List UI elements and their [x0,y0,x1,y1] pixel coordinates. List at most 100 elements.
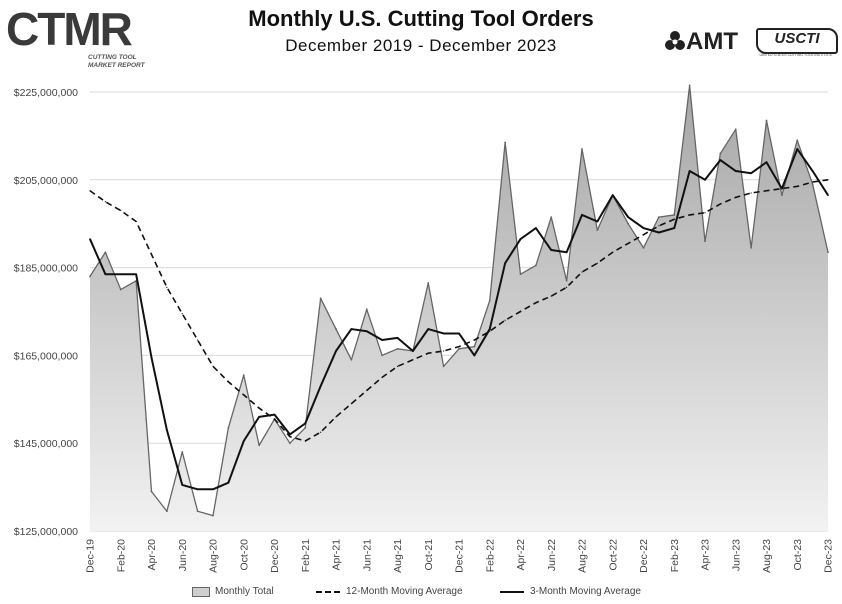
y-tick-label: $185,000,000 [14,263,78,275]
12-month-ma-point [796,185,798,187]
x-tick-label: Apr-23 [700,539,712,571]
3-month-ma-point [688,170,691,172]
3-month-ma-point [150,356,153,359]
3-month-ma-point [242,440,245,442]
x-tick-label: Jun-21 [361,539,373,571]
12-month-ma-point [473,339,475,341]
3-month-ma-point [565,251,568,254]
x-tick-label: Oct-21 [423,539,435,571]
12-month-ma-point [627,242,629,245]
3-month-ma-point [581,214,583,216]
amt-logo-icon [665,31,685,50]
12-month-ma-point [135,220,137,223]
3-month-ma-point [258,416,260,418]
3-month-ma-point [781,187,783,190]
monthly-total-point [242,374,245,377]
12-month-ma-point [612,251,614,253]
x-tick-label: Feb-22 [484,539,496,572]
monthly-total-point [381,354,384,357]
x-tick-label: Dec-21 [454,539,466,573]
3-month-ma-point [89,238,91,240]
monthly-total-point [427,282,430,284]
3-month-ma-point [750,172,752,175]
12-month-ma-point [181,313,183,315]
3-month-ma-point [381,339,383,341]
ctmr-logo: CTMR CUTTING TOOL MARKET REPORT [6,4,156,76]
12-month-ma-point [366,389,368,392]
12-month-ma-point [335,416,337,418]
3-month-ma-point [827,194,829,196]
3-month-ma-point [166,429,168,431]
monthly-total-point [596,229,599,232]
monthly-total-point [365,308,368,311]
legend-swatch-12-month-ma [316,590,340,593]
monthly-total-point [504,141,507,144]
3-month-ma-point [196,488,199,491]
3-month-ma-point [350,328,353,330]
ctmr-logo-subtext: CUTTING TOOL MARKET REPORT [88,54,145,69]
monthly-total-point [673,214,676,216]
12-month-ma-point [550,295,552,297]
monthly-total-point [581,148,583,150]
monthly-total-area-layer [89,84,829,532]
amt-logo-text: AMT [686,28,738,55]
12-month-ma-point [596,262,598,264]
3-month-ma-point [550,249,553,251]
x-tick-label: Dec-20 [269,539,281,573]
x-tick-label: Oct-23 [792,539,804,571]
chart-legend: Monthly Total 12-Month Moving Average 3-… [0,586,842,602]
12-month-ma-point [535,302,537,304]
usc-logo-text: USCTI [756,28,838,54]
monthly-total-point [811,183,814,186]
3-month-ma-point [458,332,460,335]
x-tick-label: Jun-23 [730,539,742,571]
legend-item-12-month-ma: 12-Month Moving Average [316,586,463,597]
12-month-ma-point [458,346,460,348]
3-month-ma-point [119,273,122,275]
x-tick-label: Apr-22 [515,539,527,571]
monthly-total-point [119,288,122,291]
3-month-ma-point [734,170,737,172]
chart-subtitle: December 2019 - December 2023 [285,36,557,55]
ctmr-logo-text: CTMR [6,3,133,55]
legend-label-12-month-ma: 12-Month Moving Average [346,586,463,597]
monthly-total-point [627,222,630,225]
12-month-ma-point [689,214,691,216]
x-tick-label: Dec-22 [638,539,650,573]
monthly-total-point [488,299,491,302]
3-month-ma-point [596,220,599,223]
3-month-ma-point [658,231,660,234]
3-month-ma-point [181,484,184,486]
3-month-ma-point [811,170,814,172]
monthly-total-point [396,347,399,350]
12-month-ma-point [381,376,383,378]
12-month-ma-point [350,403,352,405]
moving-average-lines [89,148,829,491]
3-month-ma-point [504,262,506,265]
12-month-ma-point [89,190,91,192]
12-month-ma-point [273,418,276,420]
12-month-ma-point [504,319,506,321]
3-month-ma-point [304,422,307,425]
12-month-ma-point [735,196,737,198]
chart-title: Monthly U.S. Cutting Tool Orders [248,6,594,31]
12-month-ma-point [120,209,122,212]
12-month-ma-point [673,218,675,220]
12-month-ma-point [227,381,229,383]
3-month-ma-point [104,273,107,275]
monthly-total-point [534,264,537,267]
x-tick-label: Aug-21 [392,539,404,573]
legend-label-3-month-ma: 3-Month Moving Average [530,586,641,597]
3-month-ma-point [412,350,414,352]
x-tick-label: Dec-23 [823,539,835,573]
x-tick-label: Aug-20 [208,539,220,573]
12-month-ma-point [166,286,168,288]
3-month-ma-point [704,179,706,181]
monthly-total-point [765,119,768,122]
12-month-ma-point [150,253,153,256]
y-tick-label: $125,000,000 [14,526,78,538]
monthly-total-area [90,85,828,532]
x-tick-label: Jun-20 [177,539,189,571]
monthly-total-point [719,152,722,155]
x-axis-ticks: Dec-19 Feb-20 Apr-20 Jun-20 Aug-20 Oct-20 Dec-… [85,539,835,573]
